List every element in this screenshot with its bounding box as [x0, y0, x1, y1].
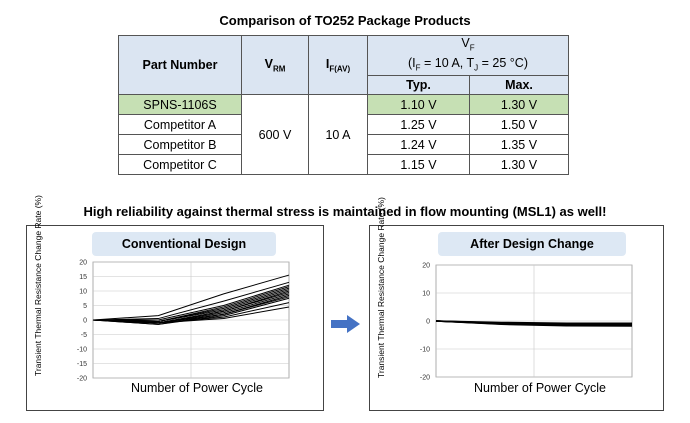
chart-panel-after-change: After Design Change Transient Thermal Re… [369, 197, 664, 411]
chart-title: After Design Change [438, 232, 626, 256]
comparison-table: Part Number VRM IF(AV) VF (IF = 10 A, TJ… [118, 35, 569, 175]
vf-cond-a: (I [408, 55, 416, 70]
header-vf-condition: (IF = 10 A, TJ = 25 °C) [368, 56, 568, 76]
chart-plot-after-change: 20 10 0 -10 -20 [420, 263, 633, 382]
header-if-main: I [325, 56, 330, 71]
header-part-number: Part Number [118, 35, 242, 95]
y-tick-label: 0 [426, 319, 430, 326]
x-axis-label: Number of Power Cycle [474, 381, 606, 395]
series-line [92, 289, 290, 322]
cell-max: 1.30 V [469, 94, 569, 115]
series-line [435, 320, 633, 327]
cell-part: Competitor B [118, 134, 242, 155]
y-tick-label: -20 [420, 375, 430, 382]
table-title: Comparison of TO252 Package Products [219, 13, 471, 28]
y-tick-label: -10 [77, 347, 87, 354]
header-max: Max. [469, 75, 569, 95]
vf-cond-b: = 10 A, T [420, 55, 475, 70]
header-vrm-sub: RM [272, 64, 286, 74]
cell-typ: 1.24 V [367, 134, 470, 155]
y-tick-label: -5 [81, 332, 87, 339]
cell-typ: 1.15 V [367, 154, 470, 175]
table-row: Competitor B 1.24 V 1.35 V [118, 134, 569, 155]
y-tick-label: -15 [77, 361, 87, 368]
header-vf: VF (IF = 10 A, TJ = 25 °C) [367, 35, 569, 76]
cell-if: 10 A [308, 94, 368, 175]
series-line [92, 306, 290, 324]
table-row: SPNS-1106S 600 V 10 A 1.10 V 1.30 V [118, 94, 569, 175]
cell-typ: 1.25 V [367, 114, 470, 135]
table-row: Competitor C 1.15 V 1.30 V [118, 154, 569, 175]
y-tick-label: 0 [83, 318, 87, 325]
series-line [92, 281, 290, 321]
header-vf-main: V [461, 36, 470, 50]
series-line [93, 284, 290, 321]
cell-typ: 1.10 V [367, 94, 470, 115]
headline: High reliability against thermal stress … [83, 204, 607, 219]
y-tick-label: 15 [79, 274, 87, 281]
y-tick-label: 10 [422, 291, 430, 298]
y-tick-label: 5 [83, 303, 87, 310]
series-line [92, 274, 290, 321]
vf-cond-b-sub: J [474, 63, 479, 72]
chart-panel-conventional: Conventional Design Transient Thermal Re… [26, 195, 324, 411]
y-tick-label: 10 [79, 289, 87, 296]
cell-max: 1.50 V [469, 114, 569, 135]
x-axis-label: Number of Power Cycle [131, 381, 263, 395]
chart-title: Conventional Design [92, 232, 276, 256]
cell-vrm: 600 V [241, 94, 309, 175]
y-tick-label: 20 [422, 263, 430, 270]
right-arrow-icon [331, 315, 360, 333]
vf-cond-a-sub: F [415, 63, 421, 72]
header-vf-title: VF [368, 36, 568, 56]
cell-max: 1.30 V [469, 154, 569, 175]
header-if-sub: F(AV) [329, 64, 351, 74]
cell-part: Competitor C [118, 154, 242, 175]
vf-cond-c: = 25 °C) [478, 55, 528, 70]
cell-part: SPNS-1106S [118, 94, 242, 115]
chart-plot-conventional: 20 15 10 5 0 -5 -10 -15 -20 [77, 260, 290, 383]
y-tick-label: 20 [79, 260, 87, 267]
cell-part: Competitor A [118, 114, 242, 135]
header-typ: Typ. [367, 75, 470, 95]
header-if: IF(AV) [308, 35, 368, 95]
cell-max: 1.35 V [469, 134, 569, 155]
header-vf-sub: F [469, 43, 475, 53]
header-vrm-main: V [264, 56, 273, 71]
y-tick-label: -20 [77, 376, 87, 383]
y-tick-label: -10 [420, 347, 430, 354]
header-vrm: VRM [241, 35, 309, 95]
